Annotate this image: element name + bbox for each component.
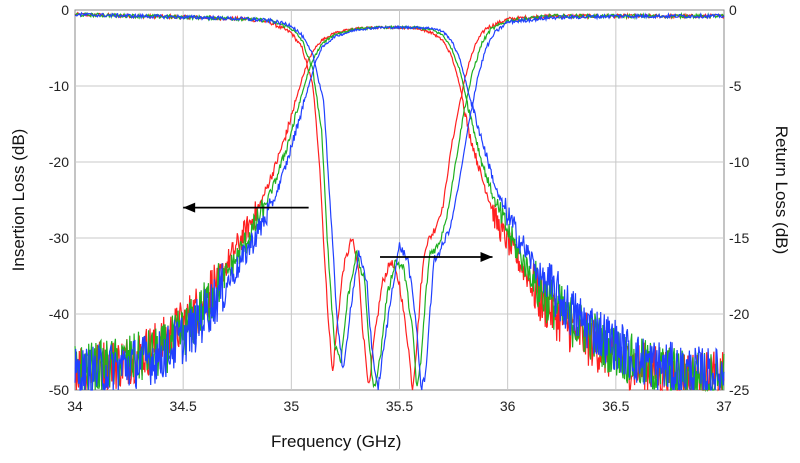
y-tick-label-left: -10 xyxy=(49,78,69,94)
x-tick-label: 35 xyxy=(284,398,300,414)
x-tick-label: 35.5 xyxy=(386,398,413,414)
y-tick-label-left: -30 xyxy=(49,230,69,246)
x-tick-label: 36 xyxy=(500,398,516,414)
x-axis-title: Frequency (GHz) xyxy=(271,432,401,451)
y-tick-label-right: -5 xyxy=(729,78,742,94)
y-tick-label-right: -25 xyxy=(729,382,749,398)
y-tick-label-left: -20 xyxy=(49,154,69,170)
gridlines xyxy=(75,10,724,390)
y-axis-title-right: Return Loss (dB) xyxy=(772,126,791,255)
return-loss-line-blue xyxy=(74,11,725,391)
y-tick-label-left: 0 xyxy=(61,2,69,18)
series-layer xyxy=(74,11,725,393)
y-tick-label-right: 0 xyxy=(729,2,737,18)
y-tick-label-right: -20 xyxy=(729,306,749,322)
insertion-loss-line-blue xyxy=(74,24,725,391)
x-tick-label: 34 xyxy=(67,398,83,414)
annotation-layer xyxy=(183,202,493,262)
y-tick-label-right: -15 xyxy=(729,230,749,246)
y-axis-title-left: Insertion Loss (dB) xyxy=(9,129,28,272)
x-tick-label: 34.5 xyxy=(170,398,197,414)
y-tick-label-right: -10 xyxy=(729,154,749,170)
x-tick-label: 36.5 xyxy=(602,398,629,414)
y-tick-label-left: -40 xyxy=(49,306,69,322)
x-tick-label: 37 xyxy=(716,398,732,414)
y-tick-label-left: -50 xyxy=(49,382,69,398)
arrow-right-head xyxy=(480,252,493,262)
tick-labels: 34 34.5 35 35.5 36 36.5 37 0 -10 -20 -30 -40 -50 0 -5 -… xyxy=(49,2,750,414)
arrow-left-head xyxy=(183,202,196,213)
